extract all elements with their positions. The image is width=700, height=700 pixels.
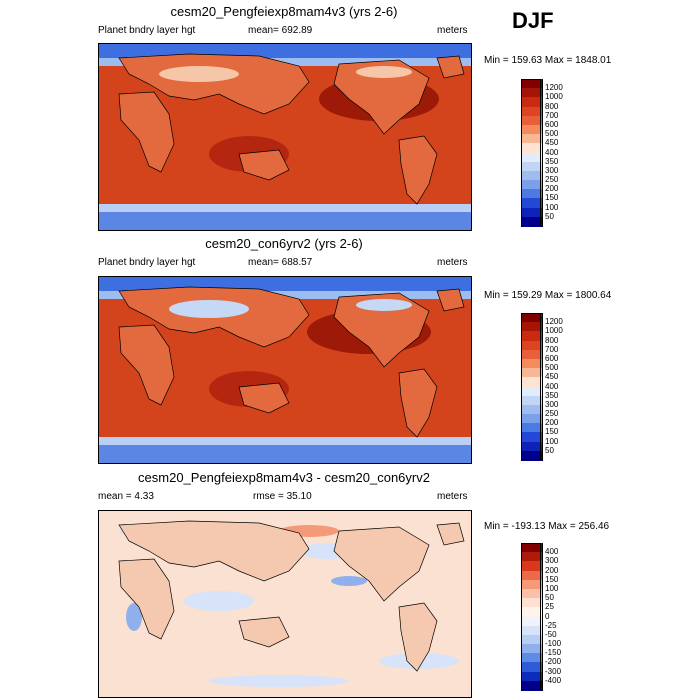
colorbar-tick-label: 1000 (545, 92, 563, 102)
colorbar-tick-label: 500 (545, 129, 559, 139)
panel1-map-svg (99, 44, 471, 230)
panel3-colorbar: 400 300 200 150 100 50 25 0 -25 -50 -100 -150 -200 -3… (521, 543, 581, 691)
panel3-coastlines (118, 520, 465, 672)
panel3-map (98, 510, 472, 698)
panel1-map (98, 43, 472, 231)
panel1-antarctic-band (99, 212, 471, 230)
panel3-map-svg (99, 511, 471, 697)
panel3-strong-negative-patches (126, 576, 367, 631)
panel2-title: cesm20_con6yrv2 (yrs 2-6) (205, 236, 363, 251)
panel2-units-label: meters (437, 257, 468, 268)
season-label: DJF (512, 8, 554, 33)
colorbar-tick-label: 50 (545, 593, 554, 603)
panel1-mean-label: mean= 692.89 (248, 25, 313, 36)
colorbar-tick-label: 800 (545, 101, 559, 111)
colorbar-tick-label: 100 (545, 436, 559, 446)
colorbar-tick-label: 600 (545, 353, 559, 363)
panel3-continents (119, 521, 464, 671)
panel1-colorbar: 1200 1000 800 700 600 500 450 400 350 300 250 200 15… (521, 79, 581, 227)
panel1-coastlines (118, 53, 465, 205)
panel2-map-svg (99, 277, 471, 463)
colorbar-tick-label: 250 (545, 409, 559, 419)
panel2-minmax-label: Min = 159.29 Max = 1800.64 (484, 290, 612, 301)
panel3-rmse-label: rmse = 35.10 (253, 491, 312, 502)
colorbar-tick-label: -25 (545, 620, 557, 630)
colorbar-tick-label: 800 (545, 335, 559, 345)
colorbar-tick-label: 700 (545, 110, 559, 120)
panel2-mean-label: mean= 688.57 (248, 257, 313, 268)
colorbar-tick-label: 25 (545, 602, 554, 612)
panel2-coastlines (118, 286, 465, 438)
panel2-antarctic-band (99, 445, 471, 463)
panel3-title: cesm20_Pengfeiexp8mam4v3 - cesm20_con6yr… (138, 470, 430, 485)
colorbar-tick-label: 100 (545, 202, 559, 212)
panel2-southern-edge (99, 437, 471, 445)
colorbar-tick-label: 0 (545, 611, 550, 621)
colorbar-tick-label: 400 (545, 381, 559, 391)
colorbar-tick-label: 50 (545, 445, 554, 455)
colorbar-tick-label: 50 (545, 211, 554, 221)
colorbar-tick-label: 1000 (545, 326, 563, 336)
colorbar-tick-label: 200 (545, 418, 559, 428)
colorbar-tick-label: 400 (545, 147, 559, 157)
colorbar-tick-label: -200 (545, 657, 562, 667)
panel1-variable-label: Planet bndry layer hgt (98, 25, 196, 36)
colorbar-tick-label: -300 (545, 666, 562, 676)
panel2-colorbar: 1200 1000 800 700 600 500 450 400 350 300 250 200 15… (521, 313, 581, 461)
colorbar-tick-label: 100 (545, 583, 559, 593)
colorbar-tick-label: 200 (545, 565, 559, 575)
colorbar-frame (521, 313, 541, 460)
colorbar-tick-label: 600 (545, 119, 559, 129)
colorbar-tick-label: 350 (545, 156, 559, 166)
panel1-land-lowbands (159, 66, 412, 82)
colorbar-tick-label: -100 (545, 639, 562, 649)
panel3-minmax-label: Min = -193.13 Max = 256.46 (484, 521, 610, 532)
colorbar-tick-label: 700 (545, 344, 559, 354)
colorbar-tick-label: 150 (545, 427, 559, 437)
panel3-mean-label: mean = 4.33 (98, 491, 154, 502)
panel1-southern-edge (99, 204, 471, 212)
colorbar-tick-label: 1200 (545, 317, 563, 327)
colorbar-tick-label: 350 (545, 390, 559, 400)
colorbar-tick-label: 400 (545, 547, 559, 557)
panel1-title: cesm20_Pengfeiexp8mam4v3 (yrs 2-6) (170, 4, 398, 19)
panel2-variable-label: Planet bndry layer hgt (98, 257, 196, 268)
colorbar-tick-label: -150 (545, 648, 562, 658)
colorbar-tick-label: 450 (545, 138, 559, 148)
panel1-units-label: meters (437, 25, 468, 36)
colorbar-tick-label: 300 (545, 556, 559, 566)
colorbar-tick-label: 300 (545, 399, 559, 409)
panel2-land-lowbands (169, 299, 412, 318)
colorbar-tick-label: 300 (545, 165, 559, 175)
colorbar-tick-label: -50 (545, 629, 557, 639)
colorbar-tick-label: -400 (545, 675, 562, 685)
panel2-map (98, 276, 472, 464)
colorbar-tick-label: 1200 (545, 83, 563, 93)
panel1-continents (119, 54, 464, 204)
panel3-units-label: meters (437, 491, 468, 502)
panel1-minmax-label: Min = 159.63 Max = 1848.01 (484, 55, 612, 66)
colorbar-frame (521, 543, 541, 690)
colorbar-tick-label: 500 (545, 363, 559, 373)
colorbar-tick-label: 200 (545, 184, 559, 194)
colorbar-frame (521, 79, 541, 226)
colorbar-tick-label: 450 (545, 372, 559, 382)
colorbar-tick-label: 150 (545, 574, 559, 584)
colorbar-tick-label: 150 (545, 193, 559, 203)
colorbar-tick-label: 250 (545, 175, 559, 185)
panel2-arctic-edge (99, 291, 471, 299)
panel1-arctic-edge (99, 58, 471, 66)
